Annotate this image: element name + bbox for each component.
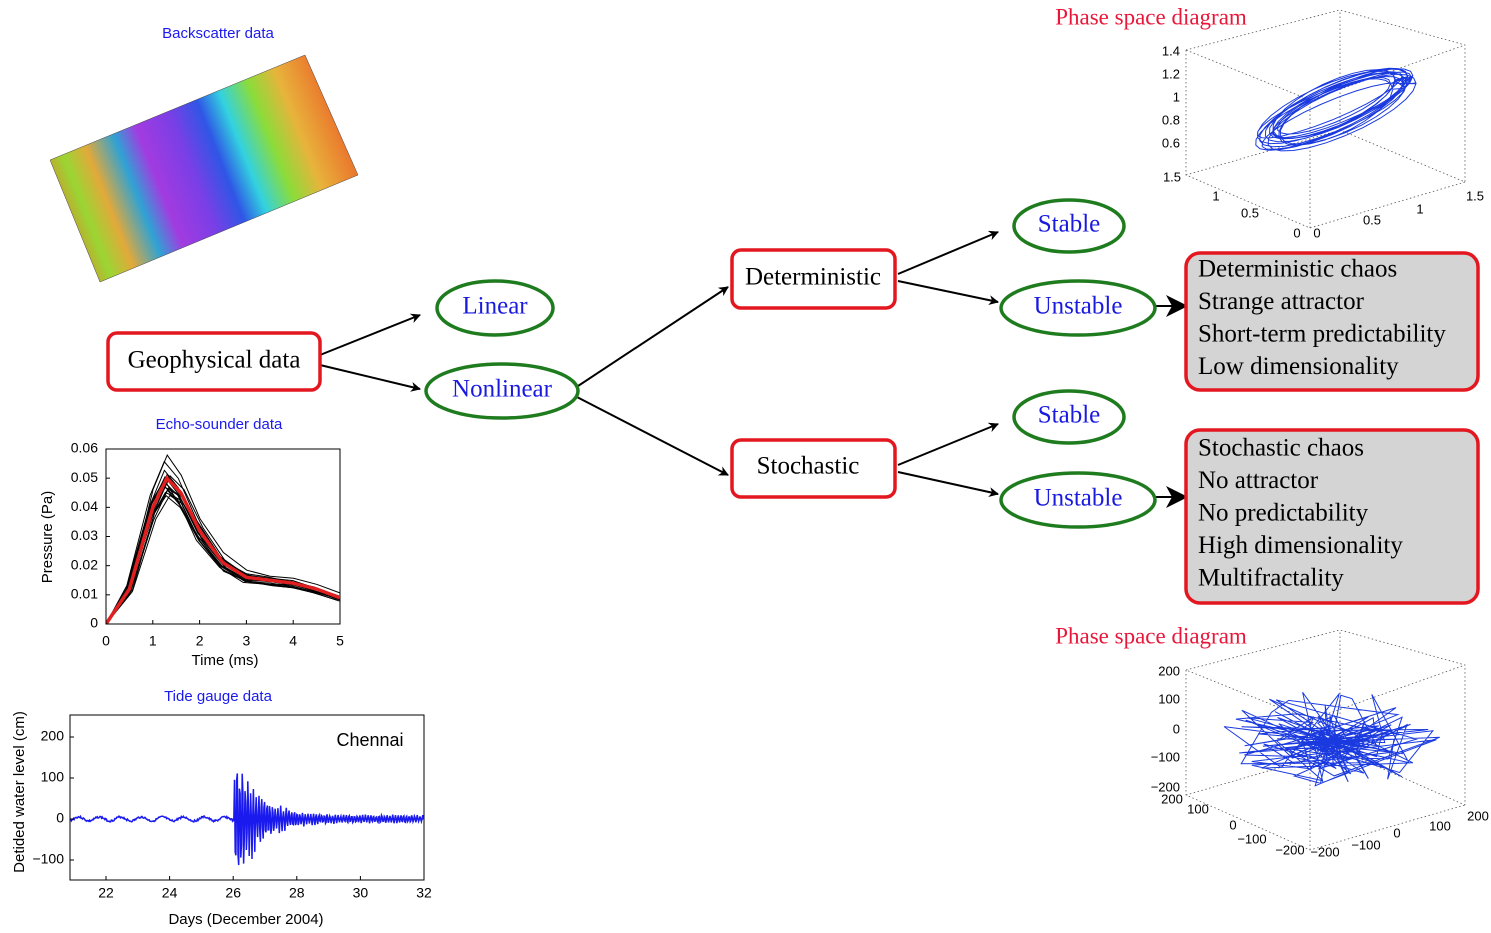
y-tick-label: 100 (41, 769, 65, 785)
tick-label: 1 (1173, 89, 1180, 104)
tick-label: 0 (1173, 721, 1180, 736)
tick-label: 200 (1467, 808, 1489, 823)
phase-trajectory (1224, 692, 1440, 786)
tick-label: 0 (1293, 225, 1300, 240)
x-tick-label: 22 (98, 885, 114, 901)
panel-title: Phase space diagram (1055, 4, 1247, 29)
y-tick-label: 0.05 (71, 469, 98, 485)
tick-label: 1.4 (1162, 43, 1180, 58)
box-line: Strange attractor (1198, 288, 1365, 315)
tick-label: 0 (1313, 225, 1320, 240)
tick-label: −100 (1351, 837, 1380, 852)
node-label: Stable (1038, 402, 1101, 429)
tick-label: −200 (1275, 842, 1304, 857)
x-tick-label: 32 (416, 885, 432, 901)
tick-label: 200 (1158, 663, 1180, 678)
panel-title: Tide gauge data (164, 688, 273, 705)
tick-label: 1 (1212, 188, 1219, 203)
node-label: Unstable (1034, 485, 1123, 512)
y-tick-label: −100 (32, 851, 64, 867)
x-tick-label: 1 (149, 633, 157, 649)
diagram: Backscatter data Echo-sounder data Tide ga… (0, 0, 1491, 933)
box-line: High dimensionality (1198, 532, 1403, 559)
x-tick-label: 3 (243, 633, 251, 649)
x-tick-label: 0 (102, 633, 110, 649)
page: Backscatter data Echo-sounder data Tide ga… (0, 0, 1491, 933)
x-tick-label: 28 (289, 885, 305, 901)
axis-label: Time (ms) (192, 652, 259, 669)
tick-label: 0 (1229, 817, 1236, 832)
tick-label: 0.5 (1363, 212, 1381, 227)
y-tick-label: 200 (41, 728, 65, 744)
box-line: Short-term predictability (1198, 321, 1446, 348)
x-tick-label: 30 (353, 885, 369, 901)
tick-label: −200 (1310, 844, 1339, 859)
y-tick-label: 0.06 (71, 440, 98, 456)
panel-title: Echo-sounder data (156, 416, 283, 433)
axis-label: Days (December 2004) (168, 911, 323, 928)
tick-label: 200 (1161, 791, 1183, 806)
axis-label: Pressure (Pa) (39, 491, 56, 584)
tick-label: 0 (1393, 825, 1400, 840)
tick-label: 1.2 (1162, 66, 1180, 81)
box-line: Stochastic chaos (1198, 435, 1364, 462)
y-tick-label: 0 (90, 615, 98, 631)
tick-label: −100 (1151, 749, 1180, 764)
tick-label: 1.5 (1163, 169, 1181, 184)
x-tick-label: 5 (336, 633, 344, 649)
tick-label: 100 (1187, 801, 1209, 816)
y-tick-label: 0 (56, 810, 64, 826)
tick-label: 1 (1416, 201, 1423, 216)
x-tick-label: 2 (196, 633, 204, 649)
tick-label: 0.5 (1241, 205, 1259, 220)
node-label: Unstable (1034, 293, 1123, 320)
box-line: Multifractality (1198, 565, 1344, 592)
echo-trace (106, 488, 342, 624)
tick-label: 0.8 (1162, 112, 1180, 127)
box-line: Low dimensionality (1198, 353, 1399, 380)
phase-box-top (1186, 10, 1465, 228)
node-label: Stochastic (757, 453, 860, 480)
x-tick-label: 24 (162, 885, 178, 901)
node-label: Geophysical data (128, 347, 301, 374)
y-tick-label: 0.02 (71, 556, 98, 572)
panel-title: Backscatter data (162, 25, 274, 42)
box-line: Deterministic chaos (1198, 256, 1397, 283)
annotation: Chennai (336, 730, 403, 750)
node-label: Deterministic (745, 264, 881, 291)
x-tick-label: 26 (225, 885, 241, 901)
node-label: Linear (462, 293, 528, 320)
tide-trace (70, 773, 424, 865)
node-label: Nonlinear (452, 376, 553, 403)
phase-trajectory (1256, 68, 1416, 151)
panel-title: Phase space diagram (1055, 623, 1247, 648)
x-tick-label: 4 (289, 633, 297, 649)
tick-label: −100 (1237, 831, 1266, 846)
tick-label: 100 (1158, 691, 1180, 706)
y-tick-label: 0.01 (71, 586, 98, 602)
axis-label: Detided water level (cm) (11, 711, 28, 873)
box-line: No attractor (1198, 467, 1319, 494)
backscatter-image (50, 55, 358, 282)
tick-label: 100 (1429, 818, 1451, 833)
tick-label: 0.6 (1162, 135, 1180, 150)
y-tick-label: 0.03 (71, 527, 98, 543)
box-line: No predictability (1198, 500, 1369, 527)
echo-trace (106, 455, 340, 624)
node-label: Stable (1038, 211, 1101, 238)
y-tick-label: 0.04 (71, 498, 98, 514)
tick-label: 1.5 (1466, 188, 1484, 203)
